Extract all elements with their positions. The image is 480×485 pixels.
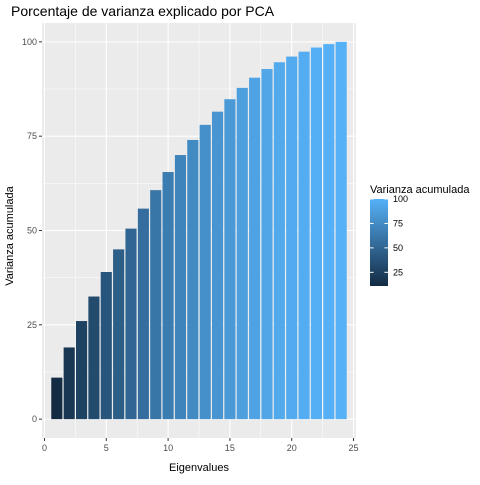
bar-8: [137, 208, 149, 420]
bar-3: [75, 321, 88, 420]
bar-10: [162, 172, 174, 420]
x-axis-title: Eigenvalues: [169, 462, 229, 474]
legend-title: Varianza acumulada: [370, 184, 470, 196]
y-axis-title: Varianza acumulada: [4, 185, 16, 285]
bar-19: [273, 62, 285, 420]
bar-11: [174, 155, 187, 420]
bar-14: [211, 111, 224, 420]
x-tick-label: 5: [104, 443, 109, 453]
y-tick-label: 25: [27, 320, 37, 330]
bar-12: [187, 139, 199, 420]
legend-label: 25: [393, 267, 403, 277]
y-axis: 0 25 50 75 100: [22, 37, 42, 424]
bar-5: [100, 272, 112, 420]
x-tick-label: 15: [225, 443, 235, 453]
bar-9: [150, 190, 162, 420]
legend-label: 75: [393, 218, 403, 228]
x-tick-label: 0: [42, 443, 47, 453]
bar-13: [199, 124, 211, 420]
x-axis: 0 5 10 15 20 25: [42, 438, 359, 453]
bar-20: [286, 56, 298, 420]
legend-label: 50: [393, 243, 403, 253]
legend-label: 100: [393, 194, 408, 204]
bar-15: [224, 99, 236, 420]
bar-7: [125, 228, 137, 420]
bar-2: [63, 347, 75, 420]
bar-1: [51, 377, 63, 420]
bar-22: [310, 47, 323, 420]
x-tick-label: 25: [349, 443, 359, 453]
y-tick-label: 100: [22, 37, 37, 47]
bar-24: [335, 41, 347, 420]
legend: Varianza acumulada 25 50 75 100: [370, 184, 470, 286]
legend-colorbar: [370, 199, 388, 286]
bars: [51, 41, 347, 420]
bar-23: [323, 44, 335, 420]
y-tick-label: 0: [32, 414, 37, 424]
x-tick-label: 20: [287, 443, 297, 453]
bar-21: [298, 51, 310, 420]
x-tick-label: 10: [163, 443, 173, 453]
y-tick-label: 50: [27, 226, 37, 236]
bar-4: [88, 296, 100, 420]
bar-6: [113, 249, 125, 420]
y-tick-label: 75: [27, 131, 37, 141]
bar-16: [236, 87, 248, 420]
bar-18: [261, 69, 273, 420]
chart-title: Porcentaje de varianza explicado por PCA: [11, 3, 275, 19]
bar-17: [249, 77, 261, 420]
